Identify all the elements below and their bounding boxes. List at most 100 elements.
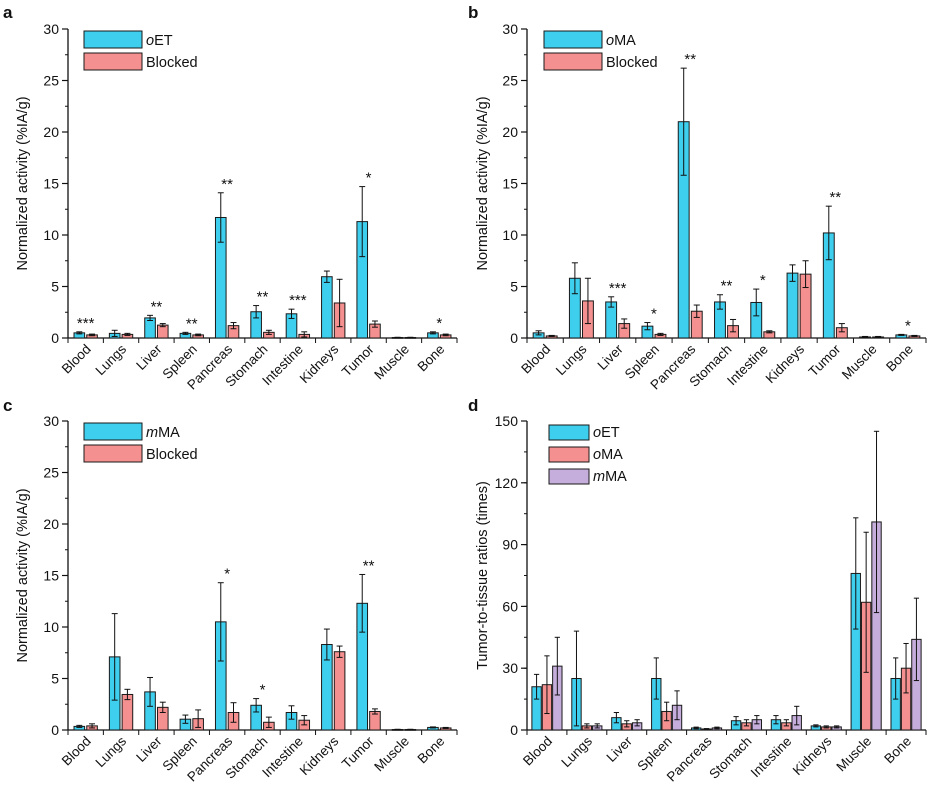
significance-label: *** [77,315,95,332]
significance-label: * [436,315,442,332]
legend-label: mMA [593,469,627,485]
y-tick-label: 0 [510,722,518,738]
x-tick-label: Muscle [833,734,874,775]
y-tick-label: 25 [43,465,59,481]
x-tick-label: Liver [595,341,627,373]
bar-Blocked [333,651,346,731]
legend-label: oET [593,425,620,441]
x-tick-label: Kidneys [297,733,342,778]
legend-label-text: ET [601,425,620,441]
panel-letter: c [3,396,12,415]
y-tick-label: 20 [43,516,59,532]
significance-label: * [905,317,911,334]
y-tick-label: 0 [510,330,518,346]
significance-label: * [651,306,657,323]
legend-swatch [83,422,143,441]
significance-label: * [366,170,372,187]
significance-label: * [260,682,266,699]
x-tick-label: Liver [133,733,165,765]
y-axis-label: Normalized activity (%IA/g) [15,96,31,270]
significance-label: ** [829,189,841,206]
legend-swatch [83,30,143,49]
x-tick-label: Lungs [93,733,130,770]
x-tick-label: Bone [415,734,448,767]
legend-label-text: MA [601,447,623,463]
significance-label: *** [609,280,627,297]
legend-swatch [543,52,603,71]
x-tick-label: Muscle [839,342,880,383]
x-tick-label: Intestine [748,734,795,781]
y-axis-label: Tumor-to-tissue ratios (times) [475,481,491,670]
y-tick-label: 90 [502,537,518,553]
panel-letter: a [3,3,13,22]
panel-d: d 0 30 60 90 120 150 Tumor-to-tissue ratios (ti… [468,396,927,784]
y-tick-label: 30 [43,413,59,429]
x-tick-label: Blood [59,734,94,769]
legend-swatch [83,444,143,463]
x-tick-label: Liver [604,733,636,765]
y-tick-label: 10 [43,619,59,635]
legend-label-text: MA [605,469,627,485]
legend-label-text: ET [154,33,173,49]
x-tick-label: Muscle [371,734,412,775]
y-tick-label: 15 [43,176,59,192]
x-tick-label: Muscle [371,342,412,383]
legend-label-prefix: o [593,425,601,441]
significance-label: *** [289,292,307,309]
x-tick-label: Liver [133,341,165,373]
legend-label: oMA [593,447,623,463]
legend-label-text: MA [614,33,636,49]
x-tick-label: Kidneys [790,733,835,778]
legend-swatch [548,468,590,485]
y-tick-label: 30 [43,21,59,37]
legend-label-prefix: m [593,469,605,485]
legend-label-text: Blocked [146,447,198,463]
x-tick-label: Tumor [806,341,844,379]
y-tick-label: 60 [502,598,518,614]
legend-label-prefix: o [146,33,154,49]
y-tick-label: 150 [495,413,519,429]
y-tick-label: 20 [43,124,59,140]
panel-a: a 0 5 10 15 20 25 30 Normalized activity (%IA/g)… [3,3,458,392]
x-tick-label: Blood [520,734,555,769]
y-tick-label: 15 [43,568,59,584]
legend-label: mMA [146,425,180,441]
bar-oET [321,276,333,339]
legend-label-text: Blocked [146,55,198,71]
legend-label: Blocked [146,447,198,463]
legend-label: Blocked [146,55,198,71]
x-tick-label: Lungs [93,341,130,378]
legend-swatch [548,446,590,463]
legend-label-prefix: m [146,425,158,441]
legend-label-text: Blocked [606,55,658,71]
x-tick-label: Lungs [553,341,590,378]
legend-label-prefix: o [606,33,614,49]
x-tick-label: Lungs [558,733,595,770]
legend-swatch [543,30,603,49]
legend-swatch [83,52,143,71]
legend-label-prefix: o [593,447,601,463]
x-tick-label: Tumor [339,341,377,379]
significance-label: * [760,272,766,289]
legend-swatch [548,424,590,441]
y-tick-label: 25 [502,73,518,89]
x-tick-label: Kidneys [763,341,808,386]
x-tick-label: Tumor [339,733,377,771]
y-axis-label: Normalized activity (%IA/g) [475,96,491,270]
bar-oMA [786,272,799,339]
significance-label: ** [186,315,198,332]
y-tick-label: 20 [502,124,518,140]
legend-label: oMA [606,33,636,49]
x-tick-label: Bone [415,342,448,375]
legend-label: Blocked [606,55,658,71]
significance-label: ** [151,298,163,315]
y-tick-label: 30 [502,660,518,676]
x-tick-label: Bone [881,734,914,767]
y-axis-label: Normalized activity (%IA/g) [15,488,31,662]
significance-label: * [224,566,230,583]
significance-label: ** [684,51,696,68]
y-tick-label: 30 [502,21,518,37]
y-tick-label: 5 [51,671,59,687]
significance-label: ** [363,557,375,574]
